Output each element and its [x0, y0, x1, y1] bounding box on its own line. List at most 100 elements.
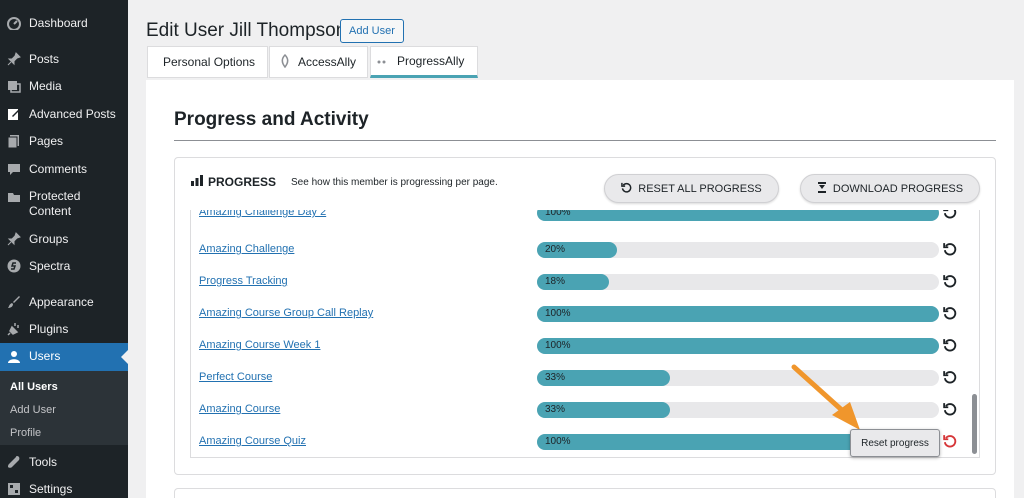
menu-groups[interactable]: Groups — [0, 231, 128, 247]
progress-bar: 100% — [537, 210, 939, 221]
reset-all-progress-button[interactable]: RESET ALL PROGRESS — [604, 174, 779, 203]
users-submenu: All Users Add User Profile — [0, 371, 128, 445]
reset-row-icon[interactable] — [943, 306, 957, 320]
menu-label: Protected Content — [29, 189, 81, 218]
menu-label: Pages — [29, 133, 64, 148]
progress-bar-fill — [537, 274, 609, 290]
menu-label: Tools — [29, 454, 58, 469]
progress-description: See how this member is progressing per p… — [291, 177, 498, 188]
menu-users[interactable]: Users — [0, 343, 128, 371]
tab-label: ProgressAlly — [397, 54, 465, 68]
reset-progress-tooltip: Reset progress — [850, 429, 940, 457]
comment-icon — [7, 162, 21, 176]
menu-media[interactable]: Media — [0, 78, 128, 94]
progress-row-link[interactable]: Amazing Course — [199, 403, 281, 415]
menu-label: Spectra — [29, 258, 71, 273]
plugin-icon — [7, 322, 21, 336]
settings-icon — [7, 482, 21, 496]
folder-icon — [7, 190, 21, 204]
section-title: Progress and Activity — [174, 109, 369, 130]
menu-comments[interactable]: Comments — [0, 161, 128, 177]
reset-row-icon[interactable] — [943, 370, 957, 384]
progress-percent: 33% — [545, 372, 566, 383]
progress-row-link[interactable]: Amazing Course Quiz — [199, 435, 306, 447]
submenu-all-users[interactable]: All Users — [10, 381, 58, 393]
page-icon — [7, 134, 21, 148]
reset-row-icon[interactable] — [943, 242, 957, 256]
tab-progressally[interactable]: ProgressAlly — [370, 46, 478, 78]
reset-row-icon[interactable] — [943, 434, 957, 448]
menu-label: Users — [29, 349, 61, 363]
menu-advanced-posts[interactable]: Advanced Posts — [0, 106, 128, 122]
tab-label: AccessAlly — [298, 55, 357, 69]
progress-row: Progress Tracking 18% — [191, 272, 971, 292]
menu-protected-content[interactable]: Protected Content — [0, 188, 128, 220]
progress-bar-fill — [537, 210, 939, 221]
menu-label: Posts — [29, 51, 60, 66]
tab-accessally[interactable]: AccessAlly — [269, 46, 368, 78]
progress-percent: 100% — [545, 308, 571, 319]
menu-label: Media — [29, 78, 62, 93]
progressally-icon — [377, 54, 387, 68]
menu-spectra[interactable]: Spectra — [0, 258, 128, 274]
menu-label: Comments — [29, 161, 88, 176]
progress-bar-fill — [537, 370, 670, 386]
progress-percent: 33% — [545, 404, 566, 415]
reset-row-icon[interactable] — [943, 274, 957, 288]
progress-bar: 100% — [537, 338, 939, 354]
list-scrollbar-thumb[interactable] — [972, 394, 977, 454]
tab-label: Personal Options — [163, 55, 256, 69]
download-progress-button[interactable]: DOWNLOAD PROGRESS — [800, 174, 980, 203]
reset-row-icon[interactable] — [943, 210, 957, 219]
progress-percent: 100% — [545, 210, 571, 218]
progress-bar-fill — [537, 402, 670, 418]
menu-settings[interactable]: Settings — [0, 481, 128, 497]
spectra-icon — [7, 259, 21, 273]
progress-bar: 20% — [537, 242, 939, 258]
next-card — [174, 488, 996, 498]
progress-row-link[interactable]: Amazing Course Group Call Replay — [199, 307, 374, 319]
progress-bar-fill — [537, 306, 939, 322]
submenu-profile[interactable]: Profile — [10, 427, 42, 439]
media-icon — [7, 79, 21, 93]
progress-list: Amazing Challenge Day 2 100% Amazing Chall… — [190, 210, 980, 458]
progress-row-link[interactable]: Amazing Challenge Day 2 — [199, 210, 327, 218]
progress-row-link[interactable]: Amazing Course Week 1 — [199, 339, 321, 351]
download-label: DOWNLOAD PROGRESS — [832, 182, 964, 195]
progress-percent: 18% — [545, 276, 566, 287]
progress-percent: 100% — [545, 436, 571, 447]
menu-label: Plugins — [29, 321, 69, 336]
progress-row-link[interactable]: Progress Tracking — [199, 275, 288, 287]
progress-bar: 33% — [537, 370, 939, 386]
section-divider — [174, 140, 996, 141]
submenu-add-user[interactable]: Add User — [10, 404, 56, 416]
bar-chart-icon — [191, 175, 203, 189]
progress-bar: 33% — [537, 402, 939, 418]
progress-bar-fill — [537, 242, 617, 258]
menu-dashboard[interactable]: Dashboard — [0, 15, 128, 31]
reset-row-icon[interactable] — [943, 338, 957, 352]
menu-label: Settings — [29, 481, 73, 496]
progress-row: Amazing Challenge Day 2 100% — [191, 210, 971, 223]
progress-heading: PROGRESS — [191, 175, 276, 189]
progress-heading-text: PROGRESS — [208, 175, 277, 189]
add-user-button[interactable]: Add User — [340, 19, 404, 43]
menu-tools[interactable]: Tools — [0, 454, 128, 470]
menu-label: Groups — [29, 231, 69, 246]
progress-row-link[interactable]: Amazing Challenge — [199, 243, 295, 255]
progress-percent: 20% — [545, 244, 566, 255]
progress-row: Amazing Challenge 20% — [191, 240, 971, 260]
progress-bar: 100% — [537, 306, 939, 322]
menu-posts[interactable]: Posts — [0, 51, 128, 67]
menu-label: Dashboard — [29, 15, 88, 30]
menu-pages[interactable]: Pages — [0, 133, 128, 149]
menu-plugins[interactable]: Plugins — [0, 321, 128, 337]
reset-row-icon[interactable] — [943, 402, 957, 416]
menu-label: Appearance — [29, 294, 94, 309]
edit-icon — [7, 107, 21, 121]
progress-bar-fill — [537, 338, 939, 354]
pin-icon — [7, 232, 21, 246]
menu-appearance[interactable]: Appearance — [0, 294, 128, 310]
progress-row-link[interactable]: Perfect Course — [199, 371, 273, 383]
tab-personal-options[interactable]: Personal Options — [147, 46, 268, 78]
